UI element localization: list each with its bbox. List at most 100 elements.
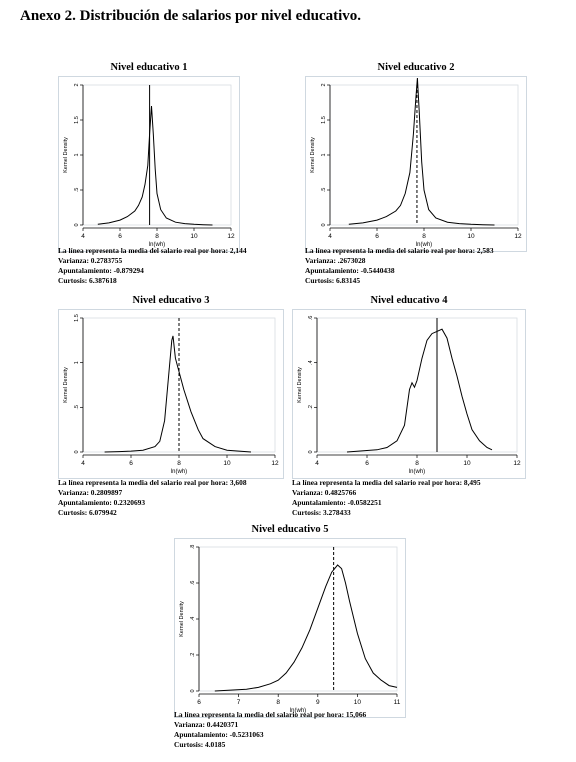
stats-line: Curtosis: 6.079942 — [58, 508, 117, 517]
stats-line: La línea representa la media del salario… — [292, 478, 481, 487]
chart-svg: 6 7 8 9 10 11 0 .2 .4 .6 .8 ln(wh) Kernel Density — [179, 545, 401, 714]
x-tick-label: 9 — [316, 699, 320, 706]
stats-line: Curtosis: 4.0185 — [174, 740, 226, 749]
y-tick-label: 1 — [74, 361, 80, 364]
y-tick-label: 1 — [74, 153, 80, 156]
y-axis-label: Kernel Density — [297, 367, 303, 403]
y-tick-label: 1 — [321, 153, 327, 156]
x-tick-label: 10 — [190, 233, 198, 240]
chart-title: Nivel educativo 4 — [370, 295, 448, 306]
stats-line: Curtosis: 6.83145 — [305, 276, 361, 285]
x-axis-label: ln(wh) — [149, 242, 165, 248]
y-tick-label: .2 — [308, 405, 314, 410]
x-tick-label: 10 — [463, 460, 471, 467]
x-tick-label: 6 — [375, 233, 379, 240]
x-tick-label: 6 — [197, 699, 201, 706]
x-tick-label: 8 — [415, 460, 419, 467]
stats-line: Apuntalamiento: 0.2320693 — [58, 498, 146, 507]
stats-block: La línea representa la media del salario… — [292, 478, 481, 518]
x-tick-label: 8 — [155, 233, 159, 240]
x-tick-label: 4 — [81, 460, 85, 467]
stats-line: Apuntalamiento: -0.5231063 — [174, 730, 264, 739]
y-tick-label: .5 — [74, 188, 80, 193]
y-tick-label: 0 — [190, 689, 196, 692]
y-tick-label: 0 — [321, 223, 327, 226]
density-curve — [346, 328, 493, 453]
chart-panel: Nivel educativo 4 4 6 8 10 12 0 .2 .4 .6 ln(wh) Ker… — [292, 295, 526, 479]
y-tick-label: 2 — [321, 83, 327, 86]
plot-frame: 4 6 8 10 12 0 .5 1 1.5 2 ln(wh) Kernel Density — [305, 76, 527, 252]
plot-frame: 4 6 8 10 12 0 .5 1 1.5 2 ln(wh) Kernel Density — [58, 76, 240, 252]
x-tick-label: 6 — [118, 233, 122, 240]
stats-line: Varianza: 0.2809897 — [58, 488, 123, 497]
stats-block: La línea representa la media del salario… — [305, 246, 494, 286]
x-tick-label: 7 — [237, 699, 241, 706]
y-tick-label: 1.5 — [74, 314, 80, 322]
y-axis-label: Kernel Density — [179, 601, 185, 637]
density-curve — [348, 77, 495, 226]
y-axis-label: Kernel Density — [63, 367, 69, 403]
x-tick-label: 8 — [422, 233, 426, 240]
stats-line: Varianza: 0.2783755 — [58, 256, 123, 265]
y-tick-label: .8 — [190, 545, 196, 550]
density-curve — [97, 105, 213, 226]
y-tick-label: 1.5 — [74, 116, 80, 124]
stats-line: Apuntalamiento: -0.0582251 — [292, 498, 382, 507]
plot-area — [316, 317, 518, 453]
stats-block: La línea representa la media del salario… — [58, 478, 247, 518]
stats-line: La línea representa la media del salario… — [305, 246, 494, 255]
x-tick-label: 4 — [81, 233, 85, 240]
x-axis-label: ln(wh) — [290, 708, 306, 714]
x-tick-label: 8 — [177, 460, 181, 467]
y-tick-label: .4 — [308, 360, 314, 365]
y-tick-label: .6 — [190, 581, 196, 586]
y-tick-label: .2 — [190, 653, 196, 658]
x-tick-label: 4 — [328, 233, 332, 240]
chart-svg: 4 6 8 10 12 0 .5 1 1.5 2 ln(wh) Kernel Density — [63, 83, 235, 248]
page-title: Anexo 2. Distribución de salarios por ni… — [20, 8, 361, 24]
chart-panel: Nivel educativo 5 6 7 8 9 10 11 0 .2 .4 .6 .8 ln(wh)… — [174, 524, 406, 718]
y-tick-label: .5 — [321, 188, 327, 193]
x-tick-label: 12 — [271, 460, 279, 467]
x-tick-label: 4 — [315, 460, 319, 467]
stats-line: La línea representa la media del salario… — [58, 478, 247, 487]
chart-title: Nivel educativo 3 — [132, 295, 210, 306]
chart-panel: Nivel educativo 1 4 6 8 10 12 0 .5 1 1.5 2 ln(wh) Ke… — [58, 62, 240, 252]
stats-line: Varianza: 0.4420371 — [174, 720, 239, 729]
x-tick-label: 10 — [223, 460, 231, 467]
stats-line: La línea representa la media del salario… — [58, 246, 247, 255]
x-tick-label: 10 — [467, 233, 475, 240]
stats-line: Curtosis: 3.278433 — [292, 508, 351, 517]
y-tick-label: 1.5 — [321, 116, 327, 124]
plot-area — [329, 84, 519, 226]
x-tick-label: 11 — [394, 699, 401, 706]
x-tick-label: 12 — [514, 233, 522, 240]
x-tick-label: 10 — [354, 699, 362, 706]
chart-svg: 4 6 8 10 12 0 .2 .4 .6 ln(wh) Kernel Density — [297, 316, 521, 475]
chart-title: Nivel educativo 5 — [251, 524, 329, 535]
plot-area — [82, 84, 232, 226]
stats-block: La línea representa la media del salario… — [58, 246, 247, 286]
y-tick-label: .5 — [74, 405, 80, 410]
x-tick-label: 8 — [276, 699, 280, 706]
y-tick-label: 0 — [74, 223, 80, 226]
chart-panel: Nivel educativo 3 4 6 8 10 12 0 .5 1 1.5 ln(wh) Ker… — [58, 295, 284, 479]
y-tick-label: 0 — [308, 450, 314, 453]
y-tick-label: 0 — [74, 450, 80, 453]
x-axis-label: ln(wh) — [171, 469, 187, 475]
stats-block: La línea representa la media del salario… — [174, 710, 366, 750]
plot-area — [198, 546, 398, 692]
y-axis-label: Kernel Density — [63, 137, 69, 173]
stats-line: La línea representa la media del salario… — [174, 710, 367, 719]
y-tick-label: .4 — [190, 617, 196, 622]
chart-svg: 4 6 8 10 12 0 .5 1 1.5 ln(wh) Kernel Density — [63, 314, 279, 475]
density-curve — [214, 564, 398, 692]
y-tick-label: 2 — [74, 83, 80, 86]
chart-title: Nivel educativo 1 — [110, 62, 188, 73]
y-tick-label: .6 — [308, 316, 314, 321]
chart-svg: 4 6 8 10 12 0 .5 1 1.5 2 ln(wh) Kernel Density — [310, 77, 522, 248]
chart-title: Nivel educativo 2 — [377, 62, 455, 73]
chart-panel: Nivel educativo 2 4 6 8 10 12 0 .5 1 1.5 2 ln(wh) Ke… — [305, 62, 527, 252]
y-axis-label: Kernel Density — [310, 137, 316, 173]
density-curve — [104, 335, 252, 453]
